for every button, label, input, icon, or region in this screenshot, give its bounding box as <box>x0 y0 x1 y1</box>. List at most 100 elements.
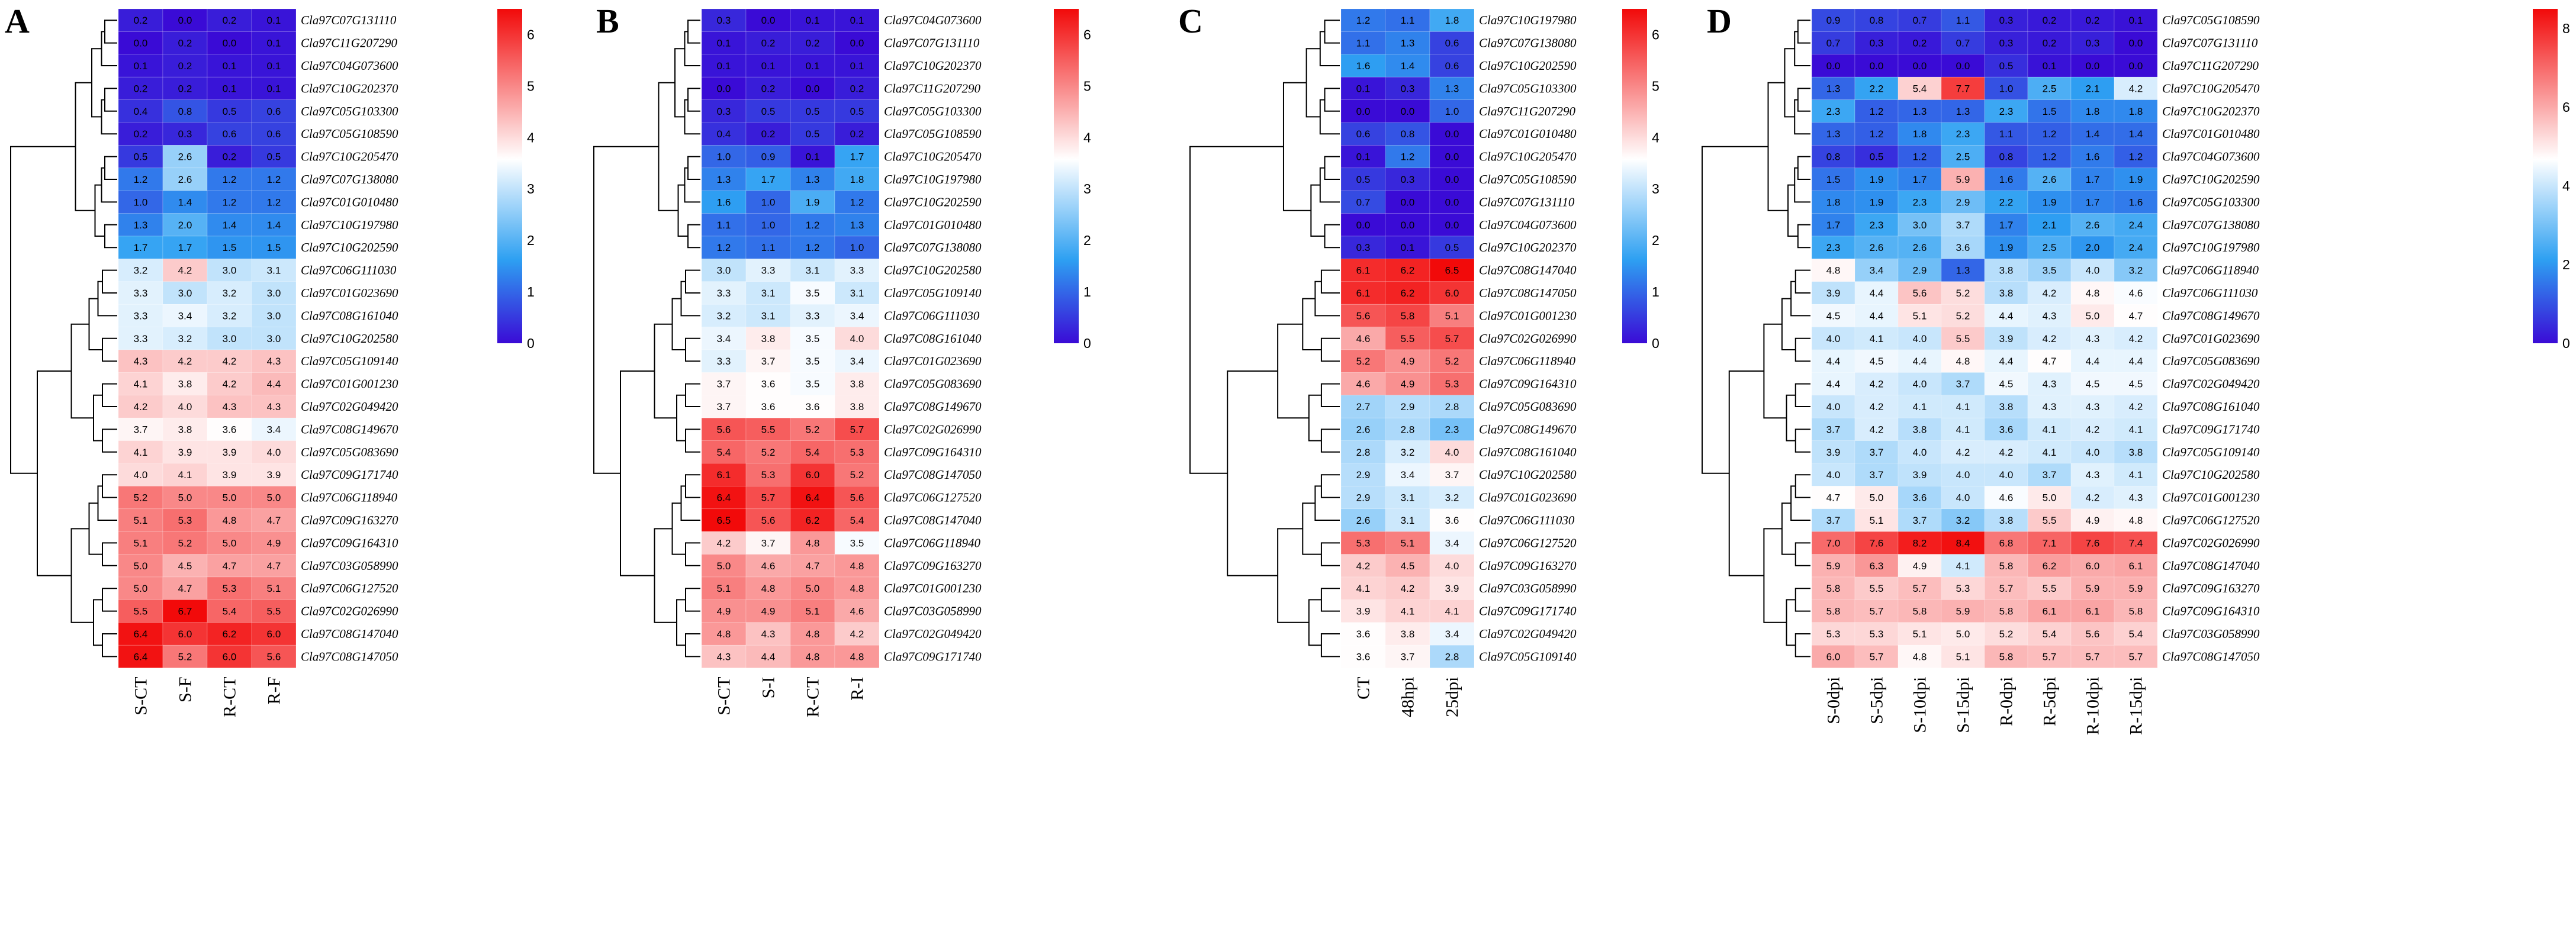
scale-tick-label: 0 <box>527 336 535 351</box>
cell-value: 3.6 <box>1999 424 2014 435</box>
dendrogram-branch <box>684 31 700 66</box>
dendrogram-branch <box>1787 184 1798 237</box>
gene-label: Cla97C11G207290 <box>1479 104 1575 118</box>
dendrogram-branch <box>1794 269 1810 294</box>
gene-label: Cla97C05G103300 <box>301 104 398 118</box>
cell-value: 0.1 <box>267 83 281 94</box>
cell-value: 3.5 <box>2043 265 2057 276</box>
scale-tick-label: 4 <box>1083 130 1091 145</box>
scale-tick-label: 6 <box>2562 99 2570 115</box>
gene-label: Cla97C09G164310 <box>301 536 398 550</box>
heatmap-cell <box>1340 508 1386 532</box>
cell-value: 6.0 <box>1826 651 1841 662</box>
cell-value: 2.0 <box>2086 242 2100 253</box>
gene-label: Cla97C08G161040 <box>301 308 398 323</box>
cell-value: 4.2 <box>2043 288 2057 299</box>
cell-value: 4.5 <box>1401 560 1415 572</box>
dendrogram-branch <box>685 633 700 658</box>
heatmap-cell <box>1984 76 2028 100</box>
cell-value: 1.6 <box>1356 60 1371 72</box>
cell-value: 0.0 <box>1445 196 1459 208</box>
heatmap-cell <box>745 259 791 282</box>
cell-value: 4.1 <box>1445 606 1459 617</box>
gene-label: Cla97C01G001230 <box>301 377 398 391</box>
heatmap-cell <box>1941 531 1985 555</box>
cell-value: 3.6 <box>1445 515 1459 526</box>
column-label: CT <box>1354 677 1374 700</box>
cell-value: 1.6 <box>1999 174 2014 185</box>
heatmap-cell <box>834 304 880 327</box>
cell-value: 3.7 <box>717 401 731 412</box>
cell-value: 1.7 <box>2086 196 2100 208</box>
cell-value: 6.0 <box>806 469 820 481</box>
gene-label: Cla97C09G171740 <box>1479 604 1577 618</box>
cell-value: 5.7 <box>850 424 864 435</box>
cell-value: 1.2 <box>2129 152 2143 163</box>
cell-value: 4.2 <box>1356 560 1371 572</box>
heatmap-cell <box>1854 554 1899 578</box>
cell-value: 5.5 <box>1870 583 1884 594</box>
cell-value: 3.4 <box>178 310 192 321</box>
cell-value: 0.6 <box>223 128 237 140</box>
cell-value: 3.9 <box>1826 447 1841 458</box>
cell-value: 4.0 <box>1826 469 1841 481</box>
heatmap-cell <box>834 281 880 305</box>
cell-value: 5.0 <box>2043 492 2057 504</box>
gene-label: Cla97C05G083690 <box>2162 354 2260 368</box>
heatmap-cell <box>701 236 747 259</box>
heatmap-cell <box>834 122 880 146</box>
cell-value: 5.0 <box>134 583 148 594</box>
cell-value: 5.8 <box>1999 651 2014 662</box>
heatmap-cell <box>1811 190 1855 214</box>
cell-value: 1.4 <box>1401 60 1415 72</box>
cell-value: 1.7 <box>1999 220 2014 231</box>
cell-value: 0.3 <box>717 15 731 26</box>
dendrogram-branch <box>1786 394 1796 441</box>
gene-label: Cla97C01G010480 <box>884 218 982 232</box>
heatmap-cell <box>2114 554 2158 578</box>
dendrogram-branch <box>680 281 700 317</box>
heatmap-cell <box>834 236 880 259</box>
heatmap-cell <box>745 417 791 441</box>
cell-value: 4.0 <box>1913 447 1927 458</box>
cell-value: 3.1 <box>761 288 776 299</box>
heatmap-cell <box>1941 213 1985 237</box>
gene-label: Cla97C08G161040 <box>2162 399 2260 414</box>
heatmap-cell <box>2027 644 2072 668</box>
cell-value: 3.6 <box>1356 629 1371 640</box>
cell-value: 3.9 <box>223 447 237 458</box>
heatmap-cell <box>1429 259 1475 282</box>
heatmap-cell <box>2027 327 2072 350</box>
dendrogram-branch <box>88 298 102 350</box>
cell-value: 0.1 <box>223 83 237 94</box>
heatmap-cell <box>790 576 835 600</box>
gene-label: Cla97C04G073600 <box>884 13 982 27</box>
cell-value: 3.0 <box>178 288 192 299</box>
gene-label: Cla97C01G023690 <box>1479 491 1577 505</box>
cell-value: 0.1 <box>717 60 731 72</box>
row-dendrogram <box>1189 20 1340 658</box>
color-scale-bar <box>1054 9 1079 343</box>
heatmap-cell <box>1429 395 1475 418</box>
heatmap-cell <box>251 622 297 646</box>
scale-tick-label: 3 <box>1083 181 1091 196</box>
cell-value: 4.9 <box>267 537 281 549</box>
cell-value: 4.8 <box>2086 288 2100 299</box>
heatmap-cell <box>701 99 747 123</box>
heatmap-cell <box>1385 236 1430 259</box>
gene-label: Cla97C05G083690 <box>1479 399 1577 414</box>
heatmap-cell <box>790 213 835 237</box>
cell-value: 6.3 <box>1870 560 1884 572</box>
cell-value: 5.0 <box>806 583 820 594</box>
dendrogram-branch <box>1308 599 1321 646</box>
heatmap-cell <box>1340 304 1386 327</box>
heatmap-cell <box>1984 54 2028 78</box>
cell-value: 3.7 <box>134 424 148 435</box>
scale-tick-label: 4 <box>2562 178 2570 194</box>
cell-value: 0.2 <box>850 83 864 94</box>
dendrogram-branch <box>685 542 700 566</box>
cell-value: 4.4 <box>2129 356 2143 367</box>
cell-value: 4.2 <box>1401 583 1415 594</box>
cell-value: 0.6 <box>267 106 281 117</box>
panel-letter: B <box>596 2 619 40</box>
